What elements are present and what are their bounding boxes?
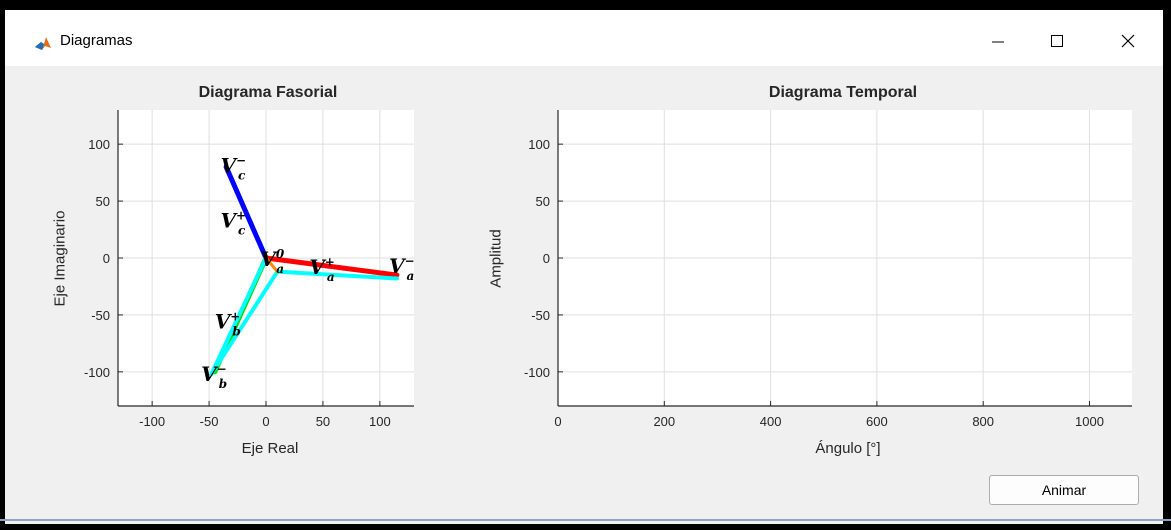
temporal-xtick-label: 1000 (1075, 414, 1104, 429)
temporal-ylabel: Amplitud (487, 229, 505, 288)
phasor-line (209, 256, 399, 377)
phasor-label-va_pos: V+ a (309, 255, 335, 284)
phasor-title: Diagrama Fasorial (198, 84, 338, 101)
temporal-xtick-label: 400 (760, 414, 782, 429)
maximize-icon (1051, 35, 1063, 47)
close-icon (1121, 34, 1135, 48)
phasor-axes[interactable]: -100 -50 0 50 100 100 50 0 -50 -100 V− c V+ c V0 a V+ a V−… (5, 10, 485, 480)
temporal-ytick-label: -50 (531, 308, 550, 323)
temporal-ytick-label: 0 (543, 251, 550, 266)
phasor-xtick-label: 100 (369, 414, 391, 429)
temporal-xtick-label: 600 (866, 414, 888, 429)
maximize-button[interactable] (1036, 24, 1078, 58)
phasor-label-vc_neg: V− c (220, 154, 246, 183)
temporal-ytick-label: -100 (524, 365, 550, 380)
temporal-title: Diagrama Temporal (768, 84, 918, 101)
close-button[interactable] (1107, 24, 1149, 58)
phasor-ytick-label: 100 (88, 137, 110, 152)
phasor-xtick-label: -50 (200, 414, 219, 429)
window-title: Diagramas (60, 32, 133, 49)
phasor-label-va_neg: V− a (389, 254, 415, 283)
temporal-xtick-label: 0 (554, 414, 561, 429)
bottom-border (0, 519, 1171, 521)
phasor-xlabel: Eje Real (241, 440, 299, 457)
figure-window: Diagramas Diagrama Fasorial -100 -50 0 50 10… (5, 10, 1163, 524)
phasor-label-vc_pos: V+ c (220, 208, 246, 237)
phasor-xtick-label: 50 (316, 414, 330, 429)
temporal-ytick-label: 100 (528, 137, 550, 152)
phasor-label-vb_pos: V+ b (215, 310, 241, 339)
temporal-xtick-label: 800 (972, 414, 994, 429)
phasor-xtick-label: -100 (139, 414, 165, 429)
phasor-ytick-label: -100 (84, 365, 110, 380)
phasor-line (223, 164, 269, 261)
phasor-ytick-label: 0 (103, 251, 110, 266)
temporal-xlabel: Ángulo [°] (815, 440, 881, 457)
phasor-label-vb_neg: V− b (201, 362, 227, 391)
title-bar[interactable]: Diagramas (5, 10, 1163, 66)
phasor-line (263, 255, 400, 278)
phasor-xtick-label: 0 (262, 414, 269, 429)
minimize-button[interactable] (977, 24, 1019, 58)
temporal-ytick-label: 50 (536, 194, 550, 209)
phasor-label-va_zero: V0 a (260, 247, 285, 276)
matlab-icon (33, 34, 53, 52)
animate-button[interactable]: Animar (989, 475, 1139, 505)
phasor-ytick-label: 50 (96, 194, 110, 209)
phasor-line (264, 256, 279, 274)
temporal-xtick-label: 200 (653, 414, 675, 429)
minimize-icon (992, 41, 1004, 43)
phasor-ytick-label: -50 (91, 308, 110, 323)
